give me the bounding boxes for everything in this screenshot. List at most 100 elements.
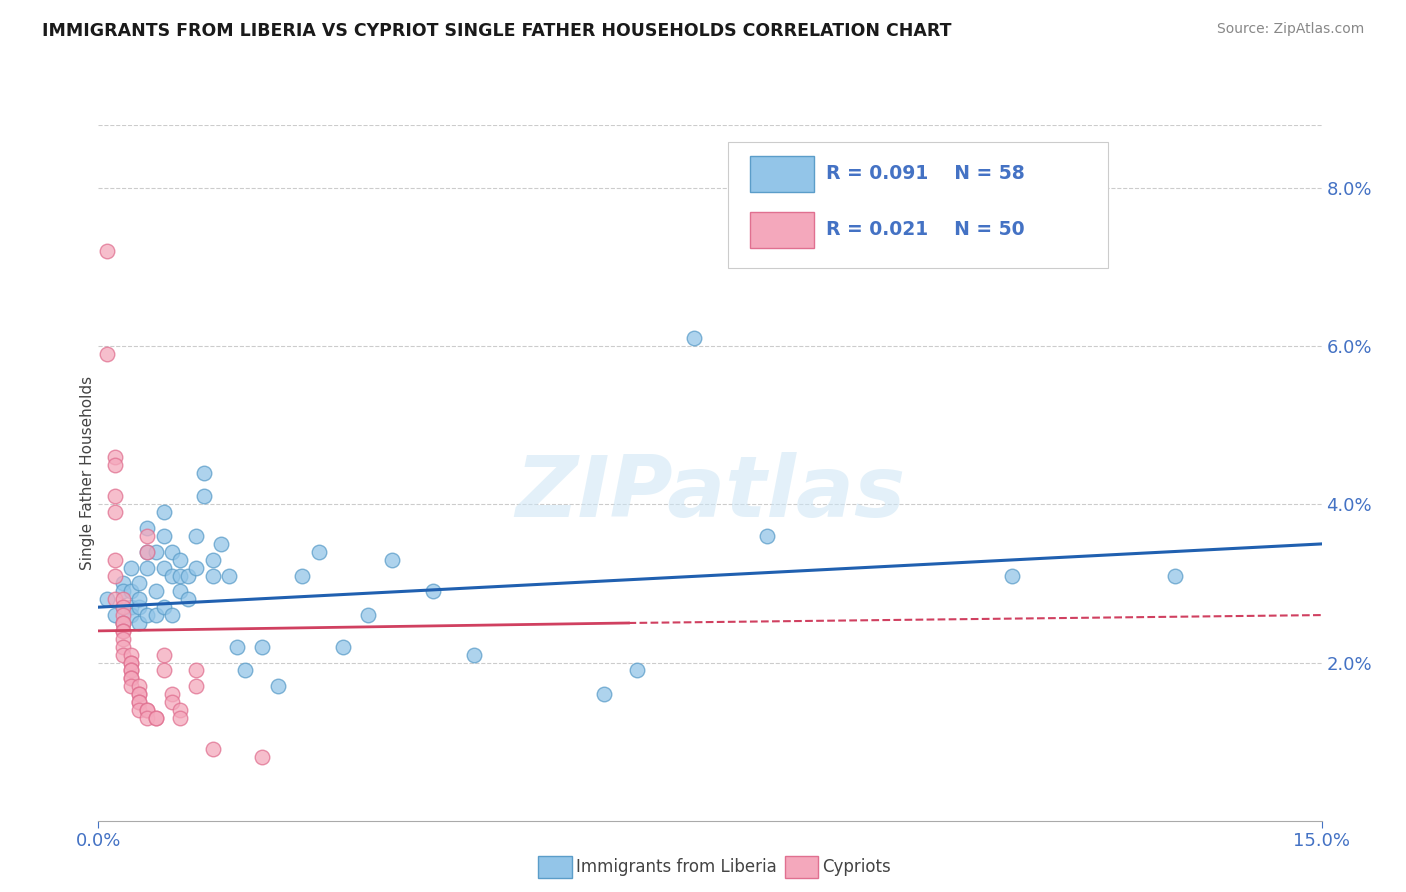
Point [136, 529, 159, 543]
Point [104, 608, 127, 623]
Point [169, 568, 191, 582]
Point [120, 608, 142, 623]
FancyBboxPatch shape [751, 156, 814, 193]
Point [218, 568, 240, 582]
Point [136, 703, 159, 717]
Point [111, 576, 134, 591]
Point [201, 742, 224, 756]
Point [682, 331, 704, 345]
Point [209, 537, 232, 551]
Point [111, 648, 134, 662]
Point [104, 490, 127, 504]
Point [226, 640, 249, 654]
Point [145, 584, 167, 599]
Point [1164, 568, 1187, 582]
Point [152, 529, 174, 543]
Point [267, 679, 290, 693]
Point [128, 687, 150, 701]
FancyBboxPatch shape [728, 142, 1108, 268]
Point [104, 568, 127, 582]
Point [201, 552, 224, 567]
Point [136, 545, 159, 559]
Point [186, 679, 208, 693]
Point [152, 505, 174, 519]
Point [160, 687, 183, 701]
Point [96, 592, 118, 607]
Point [145, 545, 167, 559]
Point [186, 664, 208, 678]
Point [120, 648, 142, 662]
Point [145, 711, 167, 725]
Point [177, 568, 200, 582]
Point [104, 450, 127, 464]
Point [136, 608, 159, 623]
Point [120, 584, 142, 599]
Point [626, 664, 648, 678]
Point [111, 584, 134, 599]
Point [169, 584, 191, 599]
Point [120, 600, 142, 615]
Point [160, 608, 183, 623]
Point [120, 679, 142, 693]
Point [136, 560, 159, 574]
Point [111, 624, 134, 638]
Point [136, 521, 159, 535]
Y-axis label: Single Father Households: Single Father Households [80, 376, 94, 570]
Point [381, 552, 404, 567]
Point [111, 600, 134, 615]
Text: Cypriots: Cypriots [823, 858, 891, 876]
Text: IMMIGRANTS FROM LIBERIA VS CYPRIOT SINGLE FATHER HOUSEHOLDS CORRELATION CHART: IMMIGRANTS FROM LIBERIA VS CYPRIOT SINGL… [42, 22, 952, 40]
Point [169, 703, 191, 717]
Point [463, 648, 485, 662]
Point [128, 687, 150, 701]
Point [128, 615, 150, 630]
FancyBboxPatch shape [751, 212, 814, 248]
Point [120, 656, 142, 670]
Point [111, 615, 134, 630]
Point [136, 711, 159, 725]
Point [120, 671, 142, 685]
Point [169, 552, 191, 567]
Point [104, 505, 127, 519]
Point [1001, 568, 1024, 582]
Point [136, 545, 159, 559]
Point [756, 529, 779, 543]
Point [356, 608, 378, 623]
Point [152, 664, 174, 678]
Point [111, 624, 134, 638]
Text: R = 0.091    N = 58: R = 0.091 N = 58 [827, 164, 1025, 183]
Point [152, 560, 174, 574]
Point [120, 560, 142, 574]
Point [120, 664, 142, 678]
Point [177, 592, 200, 607]
Point [120, 671, 142, 685]
Point [233, 664, 256, 678]
Point [111, 632, 134, 646]
Point [111, 615, 134, 630]
Point [128, 576, 150, 591]
Text: Source: ZipAtlas.com: Source: ZipAtlas.com [1216, 22, 1364, 37]
Point [111, 615, 134, 630]
Point [250, 750, 273, 764]
Point [152, 600, 174, 615]
Point [193, 490, 215, 504]
Point [96, 244, 118, 259]
Point [186, 529, 208, 543]
Point [111, 592, 134, 607]
Point [160, 695, 183, 709]
Point [128, 592, 150, 607]
Point [120, 656, 142, 670]
Point [422, 584, 444, 599]
Point [291, 568, 314, 582]
Text: ZIPatlas: ZIPatlas [515, 452, 905, 535]
Point [120, 664, 142, 678]
Point [128, 679, 150, 693]
Text: R = 0.021    N = 50: R = 0.021 N = 50 [827, 219, 1025, 239]
Point [104, 552, 127, 567]
Point [152, 648, 174, 662]
Point [128, 695, 150, 709]
Point [128, 600, 150, 615]
Point [145, 711, 167, 725]
Point [160, 568, 183, 582]
Point [308, 545, 330, 559]
